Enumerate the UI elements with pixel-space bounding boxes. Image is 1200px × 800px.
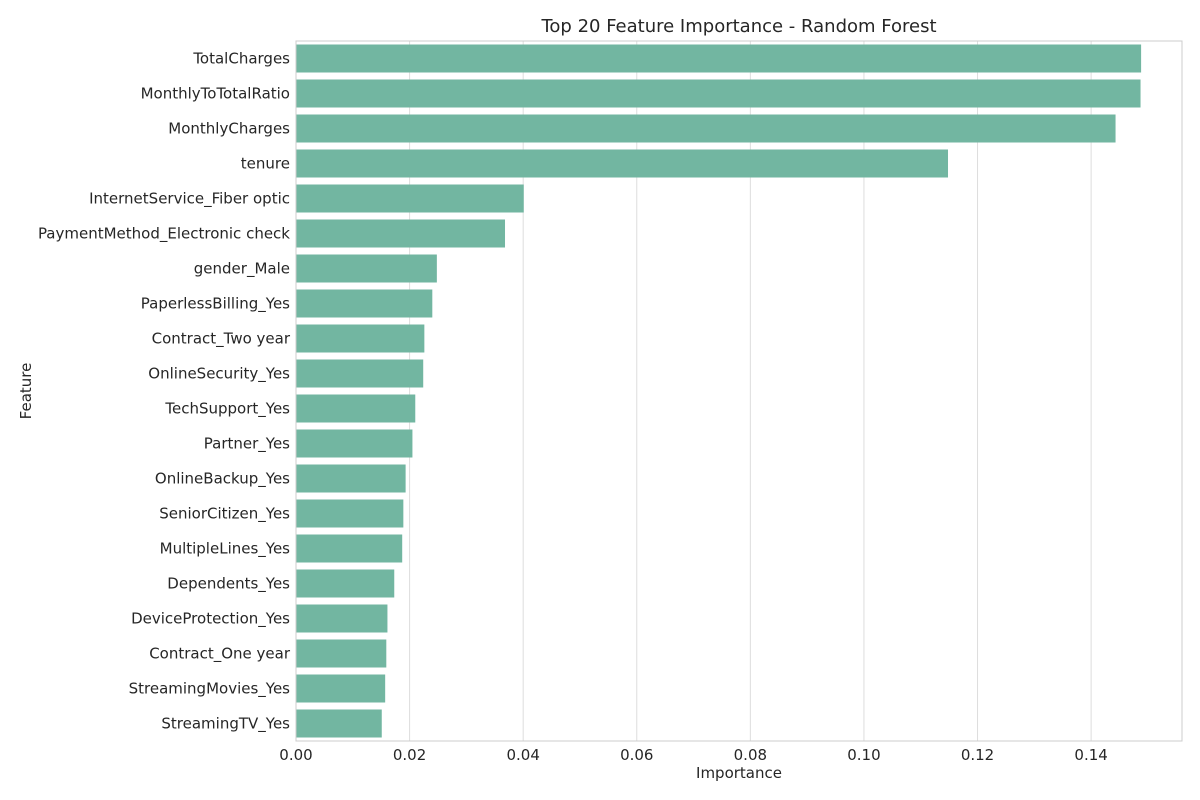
y-tick-label: TechSupport_Yes	[164, 400, 290, 419]
y-tick-label: tenure	[241, 155, 290, 173]
x-tick-label: 0.10	[847, 746, 880, 764]
y-tick-label: PaymentMethod_Electronic check	[38, 225, 290, 244]
x-axis-label: Importance	[696, 764, 782, 782]
bar	[296, 149, 949, 178]
y-tick-label: MonthlyToTotalRatio	[141, 85, 290, 103]
bar	[296, 429, 413, 458]
bar	[296, 289, 433, 318]
x-tick-labels: 0.00 0.02 0.04 0.06 0.08 0.10 0.12 0.14	[279, 746, 1108, 764]
bar	[296, 534, 403, 563]
bar	[296, 44, 1142, 73]
bar	[296, 254, 437, 283]
y-tick-label: TotalCharges	[192, 50, 290, 68]
x-tick-label: 0.00	[279, 746, 312, 764]
y-tick-label: MultipleLines_Yes	[160, 540, 291, 559]
y-tick-label: OnlineSecurity_Yes	[148, 365, 290, 384]
y-tick-label: DeviceProtection_Yes	[131, 610, 290, 629]
bar	[296, 674, 386, 703]
x-tick-label: 0.02	[393, 746, 426, 764]
plot-frame	[295, 40, 1183, 742]
x-tick-label: 0.08	[734, 746, 767, 764]
y-tick-label: gender_Male	[194, 260, 290, 279]
chart-title: Top 20 Feature Importance - Random Fores…	[540, 16, 936, 37]
y-axis-label: Feature	[17, 363, 35, 420]
gridlines	[295, 41, 1092, 741]
y-tick-label: Contract_One year	[149, 645, 291, 664]
bars	[296, 44, 1142, 738]
bar	[296, 79, 1141, 108]
y-tick-label: InternetService_Fiber optic	[89, 190, 290, 209]
bar	[296, 499, 404, 528]
y-tick-label: MonthlyCharges	[168, 120, 290, 138]
bar	[296, 184, 524, 213]
bar	[296, 359, 424, 388]
y-tick-label: Dependents_Yes	[167, 575, 290, 594]
y-tick-label: OnlineBackup_Yes	[155, 470, 290, 489]
bar	[296, 219, 506, 248]
x-tick-label: 0.04	[506, 746, 539, 764]
y-tick-labels: TotalCharges MonthlyToTotalRatio MonthlyCh…	[38, 50, 291, 734]
bar	[296, 324, 425, 353]
x-tick-label: 0.06	[620, 746, 653, 764]
bar	[296, 709, 382, 738]
y-tick-label: Contract_Two year	[152, 330, 291, 349]
bar	[296, 464, 406, 493]
bar	[296, 639, 387, 668]
y-tick-label: StreamingMovies_Yes	[129, 680, 291, 699]
bar	[296, 394, 416, 423]
bar	[296, 604, 388, 633]
bar	[296, 114, 1116, 143]
y-tick-label: StreamingTV_Yes	[161, 715, 290, 734]
y-tick-label: SeniorCitizen_Yes	[159, 505, 290, 524]
y-tick-label: Partner_Yes	[204, 435, 290, 454]
x-tick-label: 0.12	[961, 746, 994, 764]
y-tick-label: PaperlessBilling_Yes	[141, 295, 290, 314]
x-tick-label: 0.14	[1074, 746, 1107, 764]
bar	[296, 569, 395, 598]
